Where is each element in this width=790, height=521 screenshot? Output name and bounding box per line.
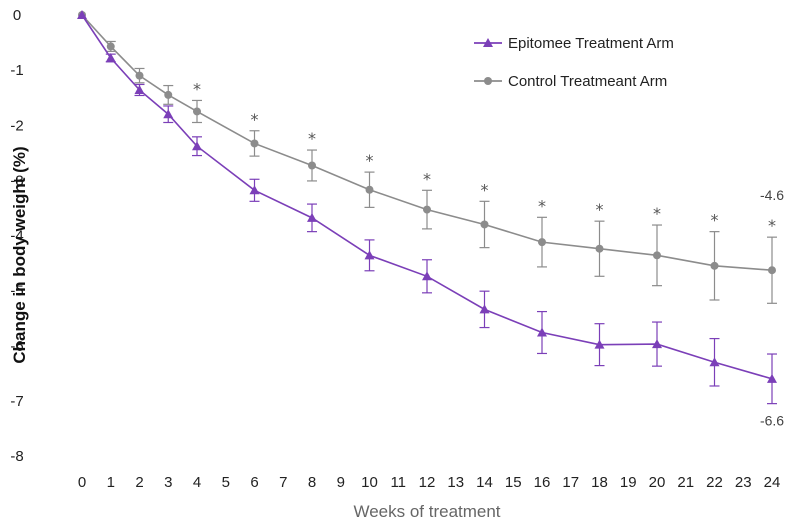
x-tick-label: 15: [505, 474, 522, 491]
x-tick-label: 3: [164, 474, 172, 491]
data-point: [135, 71, 144, 80]
data-point: [192, 141, 202, 151]
y-tick-label: -5: [10, 283, 23, 300]
data-point: [422, 271, 432, 281]
data-point: [106, 42, 115, 51]
data-point: [164, 90, 173, 99]
significance-star: *: [596, 200, 604, 219]
data-point: [653, 251, 661, 260]
legend-label: Control Treatmeant Arm: [508, 73, 667, 90]
series-layer: [77, 10, 777, 405]
data-point: [652, 339, 662, 349]
x-tick-label: 9: [337, 474, 345, 491]
y-tick-label: -7: [10, 393, 23, 410]
end-value-label: -6.6: [760, 413, 784, 429]
y-tick-label: -8: [10, 448, 23, 465]
x-tick-label: 14: [476, 474, 493, 491]
data-point: [594, 339, 605, 349]
x-tick-label: 1: [107, 474, 115, 491]
data-point: [364, 250, 375, 260]
x-tick-label: 20: [649, 474, 666, 491]
data-point: [249, 185, 260, 195]
series-line: [81, 14, 773, 272]
data-point: [709, 357, 720, 367]
data-point: [595, 244, 604, 253]
x-tick-label: 11: [390, 474, 406, 491]
legend-marker: [484, 77, 492, 85]
x-tick-label: 22: [706, 474, 723, 491]
x-tick-label: 10: [361, 474, 378, 491]
data-point: [77, 10, 87, 19]
data-point: [134, 84, 145, 94]
x-tick-label: 4: [193, 474, 201, 491]
x-tick-label: 21: [677, 474, 694, 491]
x-tick-label: 23: [735, 474, 752, 491]
significance-star: *: [308, 129, 316, 148]
significance-star: *: [711, 211, 719, 230]
end-value-label: -4.6: [760, 187, 784, 203]
x-tick-label: 2: [135, 474, 143, 491]
data-point: [537, 327, 547, 337]
x-axis-ticks: 0 1 2 3 4 5 6 7 8 9 10 11 12 13 14 15 16 17 18 19 20 21 22 23 24: [78, 474, 781, 491]
data-point: [250, 139, 259, 148]
data-point: [480, 220, 489, 229]
significance-star: *: [653, 204, 661, 223]
data-point: [710, 261, 719, 270]
x-tick-label: 8: [308, 474, 316, 491]
y-axis-ticks: 0 -1 -2 -3 -4 -5 -6 -7 -8: [10, 7, 23, 465]
legend-item: Control Treatmeant Arm: [474, 73, 667, 90]
significance-star: *: [481, 180, 489, 199]
data-point: [193, 107, 201, 116]
x-tick-label: 13: [447, 474, 464, 491]
data-point: [365, 185, 374, 194]
x-tick-label: 18: [591, 474, 608, 491]
x-tick-label: 5: [222, 474, 230, 491]
data-point: [163, 109, 174, 119]
y-tick-label: 0: [13, 7, 21, 24]
end-value-labels: -4.6 -6.6: [760, 187, 784, 428]
x-tick-label: 7: [279, 474, 287, 491]
x-tick-label: 17: [562, 474, 579, 491]
data-point: [308, 161, 316, 170]
data-point: [307, 212, 317, 222]
legend-marker: [483, 38, 493, 47]
series-control: [78, 11, 777, 304]
data-point: [105, 52, 116, 62]
x-tick-label: 19: [620, 474, 637, 491]
y-tick-label: -2: [10, 117, 23, 134]
y-tick-label: -6: [10, 338, 23, 355]
y-tick-label: -3: [10, 172, 23, 189]
x-tick-label: 24: [764, 474, 781, 491]
legend-item: Epitomee Treatment Arm: [474, 35, 674, 52]
significance-star: *: [366, 151, 374, 170]
data-point: [538, 238, 546, 247]
significance-star: *: [768, 216, 776, 235]
x-tick-label: 16: [534, 474, 551, 491]
x-tick-label: 12: [419, 474, 436, 491]
data-point: [767, 373, 777, 383]
significance-star: *: [423, 169, 431, 188]
series-epitomee: [77, 10, 777, 405]
significance-star: *: [193, 79, 201, 98]
y-tick-label: -1: [10, 62, 23, 79]
significance-markers: * * * * * * * * * * *: [193, 79, 776, 235]
data-point: [768, 266, 776, 275]
data-point: [423, 205, 431, 214]
legend: Epitomee Treatment Arm Control Treatmeant…: [474, 35, 674, 90]
significance-star: *: [251, 110, 259, 129]
x-tick-label: 6: [250, 474, 258, 491]
legend-label: Epitomee Treatment Arm: [508, 35, 674, 52]
y-tick-label: -4: [10, 228, 23, 245]
y-axis-label: Change in body weight (%): [10, 146, 29, 363]
x-axis-label: Weeks of treatment: [353, 502, 500, 521]
x-tick-label: 0: [78, 474, 86, 491]
data-point: [479, 304, 490, 314]
significance-star: *: [538, 196, 546, 215]
